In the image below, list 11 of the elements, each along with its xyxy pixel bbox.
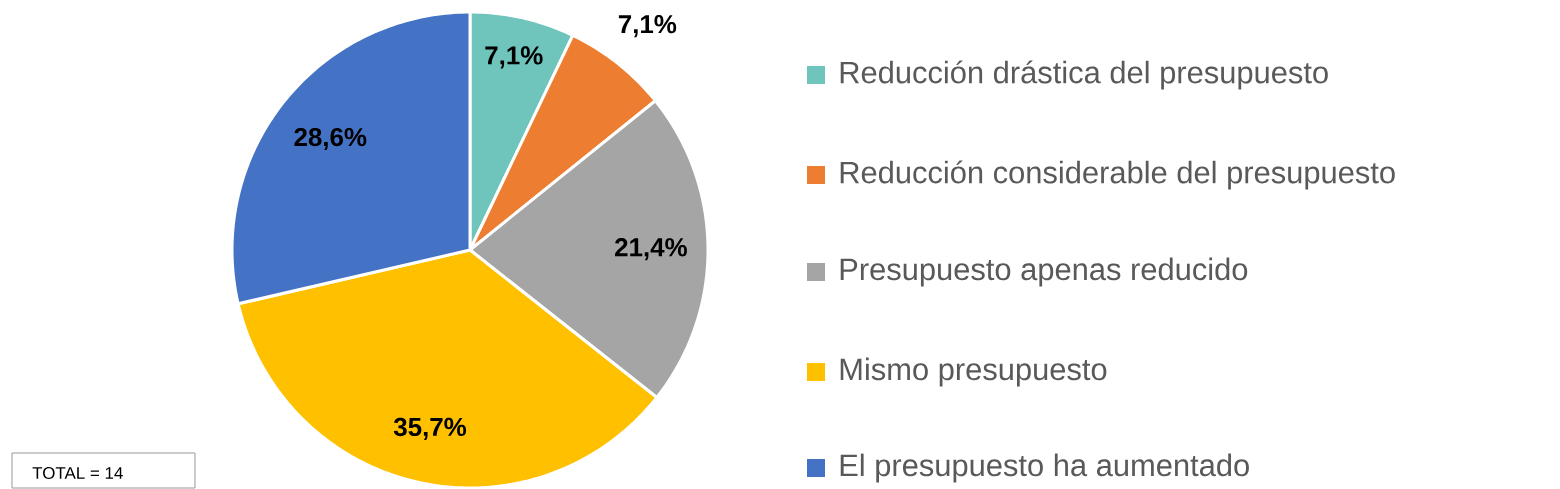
data-label: 28,6%	[294, 127, 367, 150]
data-label: 7,1%	[485, 46, 543, 69]
legend-label: El presupuesto ha aumentado	[840, 453, 1249, 483]
data-label: 21,4%	[615, 238, 687, 261]
text: TOTAL = 14	[32, 467, 123, 480]
legend-label: Reducción considerable del presupuesto	[840, 160, 1395, 190]
legend-label: Presupuesto apenas reducido	[840, 257, 1248, 287]
legend-label: Mismo presupuesto	[840, 357, 1107, 387]
legend-label: Reducción drástica del presupuesto	[840, 60, 1328, 90]
data-label: 35,7%	[393, 417, 467, 440]
data-label: 7,1%	[618, 15, 677, 38]
